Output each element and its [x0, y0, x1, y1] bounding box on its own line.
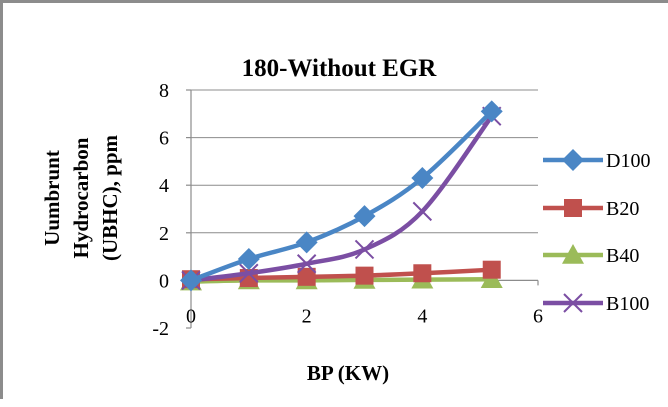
data-point-b20-3 [355, 266, 374, 285]
y-tick-labels: -2 0 2 4 6 8 [152, 80, 169, 340]
data-point-b100-3 [354, 239, 375, 260]
y-tick-label-4: 6 [159, 128, 169, 150]
series-group [180, 100, 503, 292]
y-tick-label-5: 8 [159, 80, 169, 102]
data-point-b100-2 [296, 254, 317, 274]
legend-marker-b100-stroke-b [563, 293, 583, 313]
x-tick-label-2: 4 [417, 305, 427, 327]
data-point-b100-3-stroke-b [354, 239, 375, 260]
y-axis-label-line-2: Hydrocarbon [69, 137, 93, 258]
legend-marker-d100 [562, 149, 584, 171]
y-tick-label-3: 4 [159, 175, 169, 197]
data-point-b20-5 [482, 260, 501, 279]
legend-label-b100: B100 [606, 293, 649, 315]
data-point-b20-4 [413, 264, 432, 283]
legend-item-b100: B100 [543, 293, 649, 315]
data-point-b20-2 [297, 267, 316, 286]
data-point-b100-1-stroke-b [239, 263, 259, 283]
data-point-b100-4-stroke-b [412, 201, 433, 222]
y-axis-label: Uumbrunt Hydrocarbon (UBHC), ppm [40, 134, 122, 261]
data-point-d100-4 [411, 167, 434, 190]
y-tick-label-1: 0 [159, 270, 169, 292]
data-point-b100-4 [412, 201, 433, 222]
legend-label-b20: B20 [606, 198, 639, 220]
x-axis-label: BP (KW) [307, 361, 389, 385]
x-tick-labels: 0 2 4 6 [186, 305, 543, 327]
series-d100 [180, 100, 503, 292]
legend-item-b20: B20 [543, 198, 639, 220]
legend-marker-b20 [564, 199, 582, 217]
chart-title: 180-Without EGR [242, 55, 438, 82]
x-tick-label-0: 0 [186, 305, 196, 327]
legend-item-d100: D100 [543, 149, 650, 172]
data-point-b100-2-stroke-b [296, 254, 317, 274]
y-tick-label-2: 2 [159, 223, 169, 245]
x-tick-label-3: 6 [533, 305, 543, 327]
data-point-d100-1 [237, 247, 260, 270]
y-tick-label-0: -2 [152, 318, 169, 340]
legend-label-b40: B40 [606, 245, 639, 267]
x-tick-label-1: 2 [302, 305, 312, 327]
legend-marker-b40 [562, 244, 584, 264]
legend-label-d100: D100 [606, 150, 650, 172]
y-axis-label-line-1: Uumbrunt [40, 150, 64, 246]
legend-marker-b100 [563, 293, 583, 313]
y-axis-label-line-3: (UBHC), ppm [98, 134, 122, 261]
data-point-d100-3 [353, 205, 376, 228]
data-point-d100-5 [480, 100, 503, 123]
gridlines [191, 89, 538, 234]
data-point-d100-2 [295, 231, 318, 254]
line-chart: 180-Without EGR Uumbrunt Hydrocarbon (UB… [40, 55, 650, 385]
series-b100 [181, 106, 502, 291]
legend: D100 B20 B40 B100 [543, 149, 650, 315]
data-point-d100-0 [180, 269, 202, 292]
series-line-b100 [188, 113, 494, 283]
legend-item-b40: B40 [543, 244, 639, 267]
data-point-b100-1 [239, 263, 259, 283]
